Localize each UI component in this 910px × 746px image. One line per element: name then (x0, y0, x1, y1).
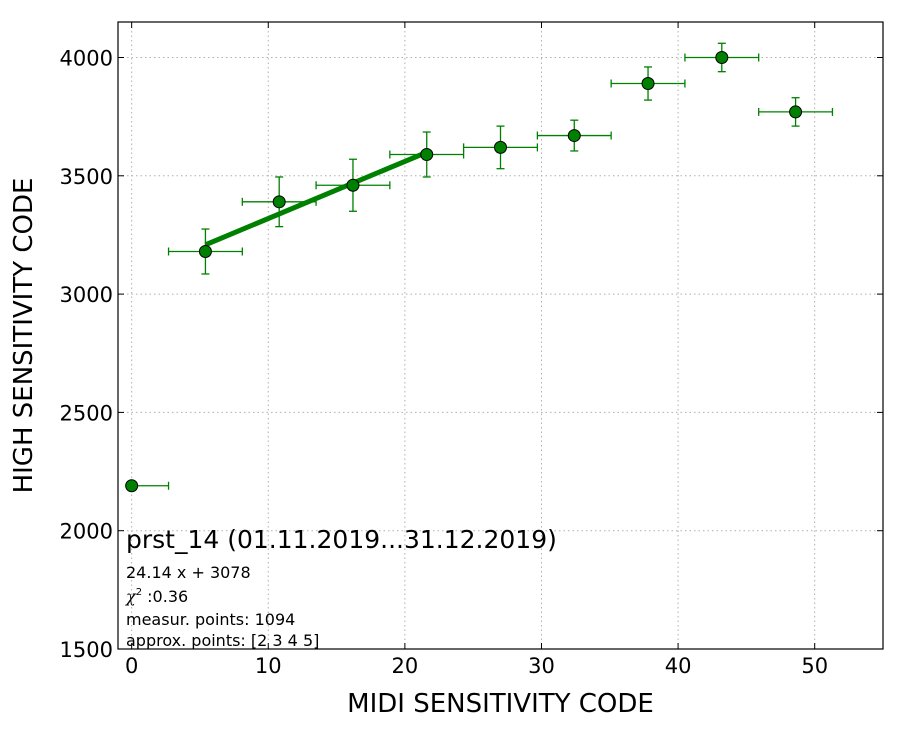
chi-square-value: :0.36 (142, 587, 188, 606)
x-tick-label: 30 (528, 654, 555, 678)
fit-equation: 24.14 x + 3078 (126, 563, 251, 582)
data-point (241, 176, 317, 228)
data-point (167, 228, 243, 275)
data-point (389, 131, 465, 178)
x-tick-label: 40 (665, 654, 692, 678)
data-point (536, 119, 612, 152)
data-point (610, 66, 686, 101)
annotation-title: prst_14 (01.11.2019...31.12.2019) (126, 525, 557, 554)
data-point (125, 479, 170, 493)
point-marker (715, 50, 729, 64)
point-marker (125, 479, 139, 493)
y-tick-label: 4000 (60, 46, 113, 70)
data-point (684, 42, 760, 73)
grid-layer (118, 22, 883, 650)
chi-square-label: χ2 :0.36 (125, 587, 188, 606)
annotation-block: prst_14 (01.11.2019...31.12.2019) 24.14 … (125, 525, 557, 650)
x-tick-label: 0 (125, 654, 138, 678)
data-point (315, 158, 391, 212)
ticks-layer: 0 10 20 30 40 50 1500 2000 2500 3000 3500 4000 (60, 22, 883, 678)
measur-points: measur. points: 1094 (126, 610, 295, 629)
chi-symbol: χ (125, 587, 137, 606)
plot-frame (117, 21, 884, 650)
x-tick-label: 20 (392, 654, 419, 678)
data-point (462, 125, 539, 170)
point-marker (420, 147, 434, 161)
point-marker (494, 140, 507, 154)
y-tick-label: 2000 (60, 520, 113, 544)
y-tick-label: 3500 (60, 165, 113, 189)
y-tick-label: 1500 (60, 638, 113, 662)
data-point (758, 97, 834, 127)
point-marker (789, 105, 803, 119)
approx-points: approx. points: [2 3 4 5] (126, 631, 319, 650)
point-marker (272, 195, 286, 209)
x-tick-label: 10 (255, 654, 282, 678)
chi-superscript: 2 (136, 587, 142, 598)
y-tick-label: 2500 (60, 401, 113, 425)
y-tick-label: 3000 (60, 283, 113, 307)
point-marker (641, 77, 655, 91)
point-marker (346, 178, 360, 192)
y-axis-title: HIGH SENSITIVITY CODE (9, 178, 39, 494)
x-tick-label: 50 (801, 654, 828, 678)
point-marker (198, 245, 212, 259)
x-axis-title: MIDI SENSITIVITY CODE (347, 689, 654, 719)
point-marker (567, 129, 581, 143)
points-layer (125, 42, 834, 493)
